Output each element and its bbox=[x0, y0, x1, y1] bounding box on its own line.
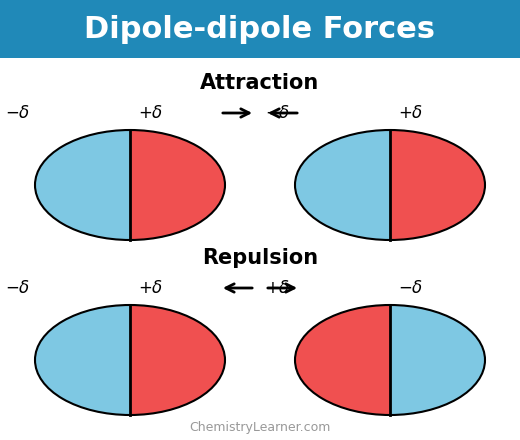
Text: $-\delta$: $-\delta$ bbox=[5, 279, 30, 297]
Text: ChemistryLearner.com: ChemistryLearner.com bbox=[189, 422, 331, 434]
Text: $-\delta$: $-\delta$ bbox=[5, 104, 30, 122]
Text: $+\delta$: $+\delta$ bbox=[398, 104, 423, 122]
Text: $+\delta$: $+\delta$ bbox=[138, 104, 163, 122]
Text: $+\delta$: $+\delta$ bbox=[265, 279, 290, 297]
Text: $+\delta$: $+\delta$ bbox=[138, 279, 163, 297]
Polygon shape bbox=[35, 305, 130, 415]
Text: $-\delta$: $-\delta$ bbox=[265, 104, 290, 122]
Polygon shape bbox=[295, 305, 390, 415]
Polygon shape bbox=[35, 130, 130, 240]
Polygon shape bbox=[390, 305, 485, 415]
Polygon shape bbox=[130, 305, 225, 415]
Polygon shape bbox=[295, 130, 390, 240]
Text: $-\delta$: $-\delta$ bbox=[398, 279, 423, 297]
Polygon shape bbox=[130, 130, 225, 240]
Text: Attraction: Attraction bbox=[200, 73, 320, 93]
FancyBboxPatch shape bbox=[0, 0, 520, 58]
Text: Dipole-dipole Forces: Dipole-dipole Forces bbox=[84, 15, 436, 44]
Polygon shape bbox=[390, 130, 485, 240]
Text: Repulsion: Repulsion bbox=[202, 248, 318, 268]
